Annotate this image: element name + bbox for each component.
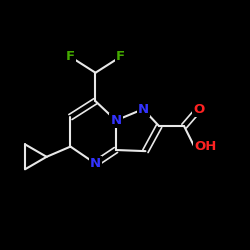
Text: OH: OH — [194, 140, 217, 153]
Text: N: N — [138, 102, 149, 116]
Text: F: F — [116, 50, 125, 63]
Text: N: N — [90, 157, 101, 170]
Text: O: O — [193, 102, 204, 116]
Text: F: F — [66, 50, 75, 63]
Text: N: N — [110, 114, 122, 127]
